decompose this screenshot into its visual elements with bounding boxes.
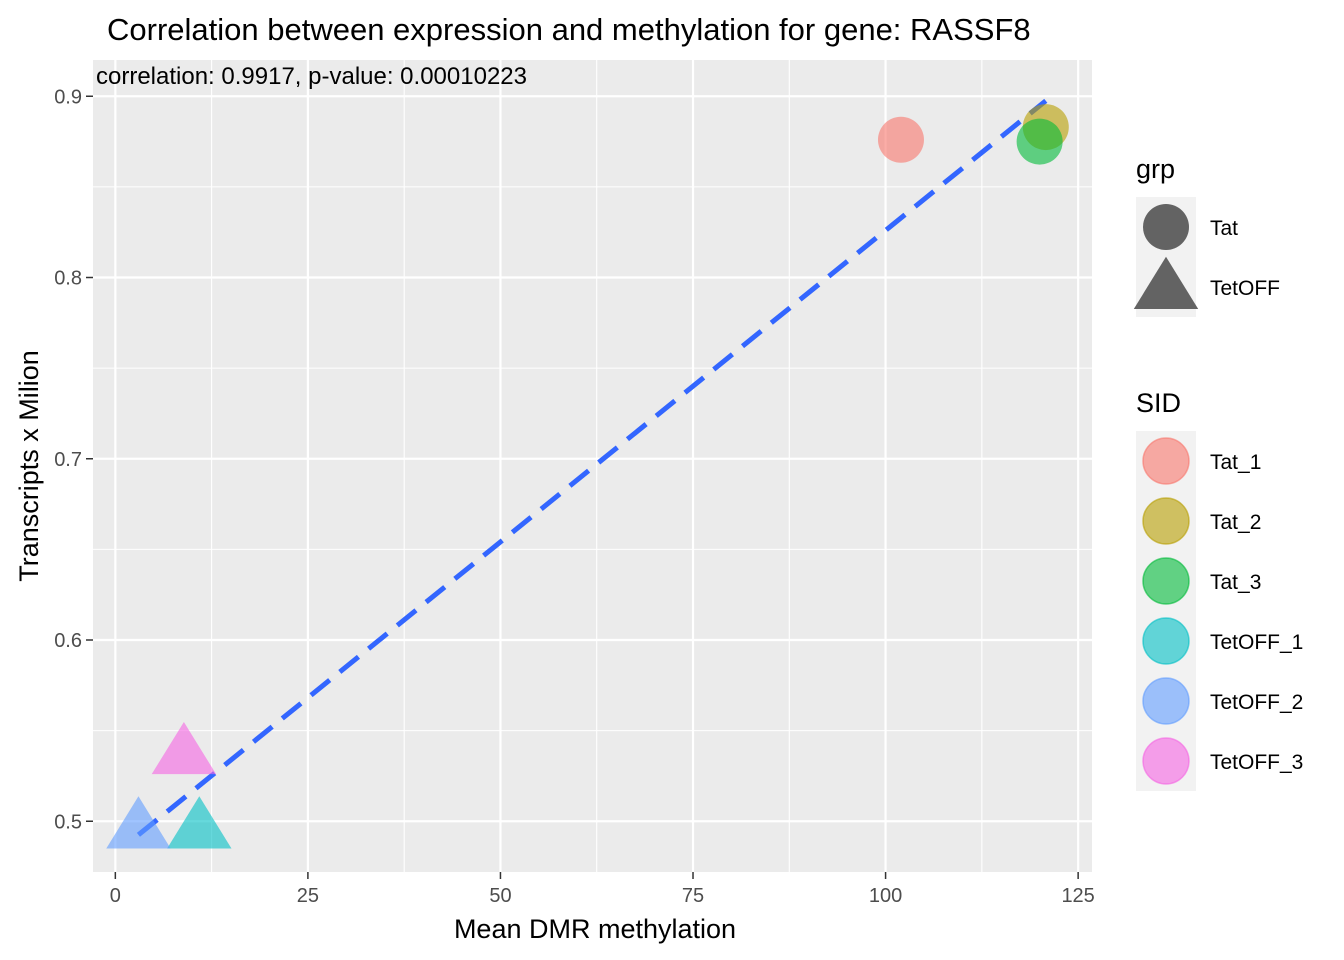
data-points	[106, 104, 1069, 849]
x-tick-label: 125	[1061, 885, 1094, 907]
x-tick-label: 100	[869, 885, 902, 907]
legend-title-grp: grp	[1136, 154, 1175, 184]
x-tick-label: 50	[489, 885, 511, 907]
chart-title: Correlation between expression and methy…	[107, 12, 1031, 47]
legend-label: TetOFF_2	[1210, 691, 1303, 714]
legend-key-tetoff-1	[1142, 617, 1190, 665]
legend-key-tetoff-3	[1142, 737, 1190, 785]
x-axis-title: Mean DMR methylation	[454, 914, 736, 944]
legend-label: Tat_3	[1210, 571, 1261, 594]
legend-key-tat-3	[1142, 557, 1190, 605]
legend-key-tat	[1143, 204, 1189, 250]
legend-key-background	[1136, 431, 1196, 791]
y-tick-label: 0.6	[54, 630, 82, 652]
y-axis-title: Transcripts x Milion	[14, 350, 44, 582]
point-tetoff-3	[151, 721, 217, 775]
legend-key-tetoff	[1133, 256, 1199, 309]
x-tick-label: 75	[682, 885, 704, 907]
point-tat-3	[1016, 118, 1063, 165]
correlation-annotation: correlation: 0.9917, p-value: 0.00010223	[96, 63, 527, 90]
legend-label: TetOFF	[1210, 277, 1280, 300]
axes: 0 25 50 75 100 125 0.5 0.6 0.7 0.8 0.9	[54, 86, 1095, 907]
legend-title-sid: SID	[1136, 388, 1181, 418]
x-tick-label: 0	[110, 885, 121, 907]
y-tick-label: 0.7	[54, 449, 82, 471]
legend-label: TetOFF_3	[1210, 751, 1303, 774]
legend-label: Tat	[1210, 217, 1238, 240]
point-tetoff-1	[167, 796, 232, 849]
y-tick-label: 0.8	[54, 268, 82, 290]
trend-line	[136, 98, 1048, 837]
point-tetoff-2	[106, 796, 171, 849]
legend-label: TetOFF_1	[1210, 631, 1303, 654]
trend-line-layer	[136, 98, 1048, 837]
grid-lines	[93, 60, 1092, 872]
legend-area: grp Tat TetOFF SID Tat_1 Tat_2 Tat_3 TetOFF_1 Te…	[1133, 154, 1303, 791]
legend-key-tetoff-2	[1142, 677, 1190, 725]
point-tat-1	[877, 116, 924, 163]
legend-label: Tat_2	[1210, 511, 1261, 534]
y-tick-label: 0.5	[54, 811, 82, 833]
legend-key-tat-1	[1142, 437, 1190, 485]
y-tick-label: 0.9	[54, 86, 82, 108]
legend-label: Tat_1	[1210, 451, 1261, 474]
x-tick-label: 25	[297, 885, 319, 907]
legend-key-tat-2	[1142, 497, 1190, 545]
